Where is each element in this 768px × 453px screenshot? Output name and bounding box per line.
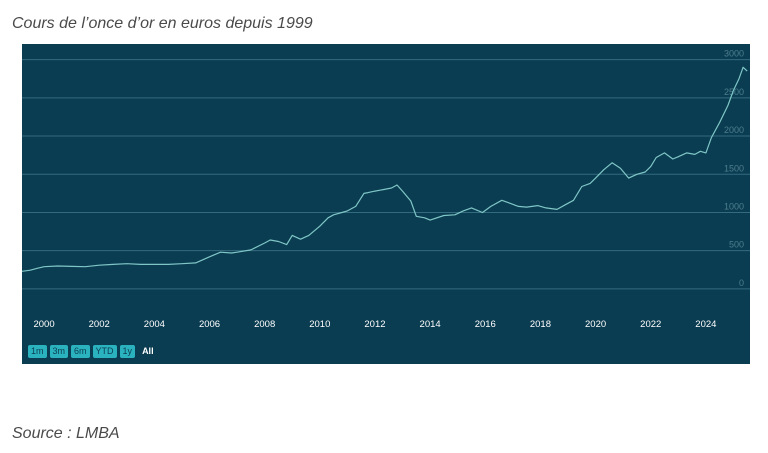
source-note: Source : LMBA — [12, 425, 120, 442]
x-tick-label: 2024 — [695, 319, 716, 330]
x-tick-label: 2016 — [475, 319, 496, 330]
x-tick-label: 2000 — [33, 319, 54, 330]
x-tick-label: 2012 — [364, 319, 385, 330]
y-tick-label: 3000 — [724, 49, 744, 59]
gridlines — [22, 59, 750, 290]
range-1y-button[interactable]: 1y — [119, 345, 136, 358]
x-tick-label: 2010 — [309, 319, 330, 330]
x-tick-label: 2004 — [144, 319, 165, 330]
x-tick-label: 2014 — [420, 319, 441, 330]
range-selector: 1m 3m 6m YTD 1y All — [28, 345, 158, 358]
y-tick-label: 1500 — [724, 163, 744, 173]
y-tick-label: 0 — [739, 278, 744, 288]
x-axis-tick-labels: 2000 2002 2004 2006 2008 2010 2012 2014 2016 2018… — [33, 319, 716, 330]
range-1m-button[interactable]: 1m — [28, 345, 47, 358]
range-3m-button[interactable]: 3m — [49, 345, 69, 358]
y-tick-label: 2000 — [724, 125, 744, 135]
x-tick-label: 2006 — [199, 319, 220, 330]
y-axis-tick-labels: 0 500 1000 1500 2000 2500 3000 — [724, 49, 744, 288]
x-tick-label: 2020 — [585, 319, 606, 330]
y-tick-label: 500 — [729, 240, 744, 250]
range-all-button[interactable]: All — [138, 345, 158, 358]
gold-price-chart: 0 500 1000 1500 2000 2500 3000 2000 2002 2004 200… — [22, 44, 750, 364]
y-tick-label: 1000 — [724, 201, 744, 211]
x-tick-label: 2008 — [254, 319, 275, 330]
x-tick-label: 2018 — [530, 319, 551, 330]
series-layer — [22, 66, 748, 272]
range-6m-button[interactable]: 6m — [71, 345, 90, 358]
range-ytd-button[interactable]: YTD — [92, 345, 117, 358]
series-line-gold-price — [22, 66, 748, 272]
page-title: Cours de l’once d’or en euros depuis 199… — [12, 15, 313, 32]
x-tick-label: 2022 — [640, 319, 661, 330]
y-tick-label: 2500 — [724, 87, 744, 97]
x-tick-label: 2002 — [89, 319, 110, 330]
